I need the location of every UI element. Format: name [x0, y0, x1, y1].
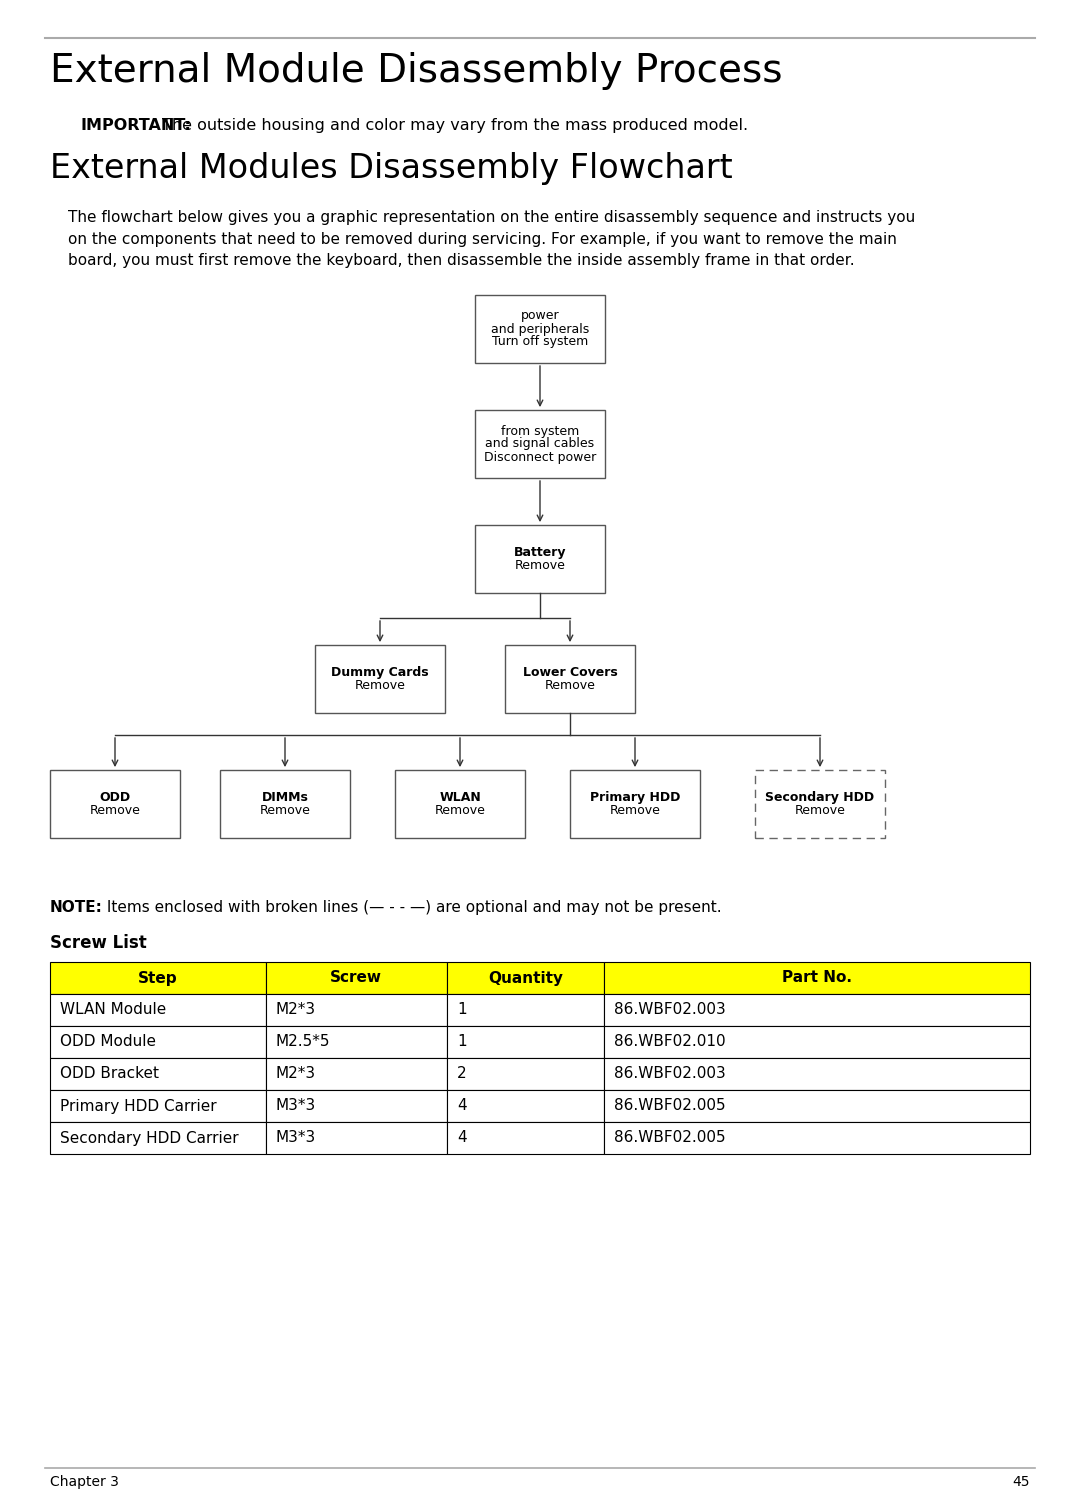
Bar — [447, 962, 604, 993]
Bar — [266, 1058, 447, 1090]
Bar — [447, 1090, 604, 1122]
Text: Items enclosed with broken lines (— - - —) are optional and may not be present.: Items enclosed with broken lines (— - - … — [102, 900, 721, 915]
Text: WLAN Module: WLAN Module — [60, 1002, 166, 1018]
Bar — [50, 1058, 266, 1090]
Bar — [266, 962, 447, 993]
Text: DIMMs: DIMMs — [261, 791, 309, 804]
Text: Remove: Remove — [90, 804, 140, 816]
Text: The outside housing and color may vary from the mass produced model.: The outside housing and color may vary f… — [162, 118, 748, 133]
Text: 86.WBF02.003: 86.WBF02.003 — [613, 1066, 726, 1081]
Text: Remove: Remove — [354, 679, 405, 692]
Bar — [604, 1090, 1030, 1122]
Bar — [50, 962, 266, 993]
Text: and peripherals: and peripherals — [491, 322, 589, 336]
Text: from system: from system — [501, 425, 579, 437]
Text: Remove: Remove — [544, 679, 595, 692]
Text: Step: Step — [138, 971, 177, 986]
Text: Lower Covers: Lower Covers — [523, 665, 618, 679]
Text: Chapter 3: Chapter 3 — [50, 1476, 119, 1489]
Bar — [266, 993, 447, 1027]
Text: 1: 1 — [457, 1002, 467, 1018]
Text: ODD Bracket: ODD Bracket — [60, 1066, 159, 1081]
Text: M2*3: M2*3 — [275, 1066, 315, 1081]
Bar — [50, 993, 266, 1027]
Bar — [604, 993, 1030, 1027]
Text: External Modules Disassembly Flowchart: External Modules Disassembly Flowchart — [50, 153, 732, 184]
Text: 86.WBF02.003: 86.WBF02.003 — [613, 1002, 726, 1018]
Text: IMPORTANT:: IMPORTANT: — [80, 118, 191, 133]
Text: Remove: Remove — [259, 804, 310, 816]
Text: Remove: Remove — [514, 559, 566, 572]
Text: Screw List: Screw List — [50, 934, 147, 953]
Bar — [50, 1122, 266, 1154]
Bar — [604, 1058, 1030, 1090]
Text: Primary HDD: Primary HDD — [590, 791, 680, 804]
Text: Remove: Remove — [609, 804, 661, 816]
Text: Remove: Remove — [795, 804, 846, 816]
Text: M2*3: M2*3 — [275, 1002, 315, 1018]
Text: Screw: Screw — [330, 971, 382, 986]
Text: and signal cables: and signal cables — [485, 437, 595, 451]
Text: power: power — [521, 310, 559, 322]
Text: WLAN: WLAN — [440, 791, 481, 804]
Text: Primary HDD Carrier: Primary HDD Carrier — [60, 1099, 217, 1113]
Text: 86.WBF02.010: 86.WBF02.010 — [613, 1034, 726, 1049]
Text: External Module Disassembly Process: External Module Disassembly Process — [50, 51, 783, 91]
Bar — [266, 1122, 447, 1154]
Bar — [447, 1027, 604, 1058]
Text: Secondary HDD: Secondary HDD — [766, 791, 875, 804]
Text: Remove: Remove — [434, 804, 485, 816]
Text: 1: 1 — [457, 1034, 467, 1049]
Text: M2.5*5: M2.5*5 — [275, 1034, 330, 1049]
Text: M3*3: M3*3 — [275, 1131, 315, 1146]
Text: Dummy Cards: Dummy Cards — [332, 665, 429, 679]
Text: M3*3: M3*3 — [275, 1099, 315, 1113]
Text: Part No.: Part No. — [782, 971, 852, 986]
Bar — [50, 1027, 266, 1058]
Text: 4: 4 — [457, 1099, 467, 1113]
Bar — [447, 993, 604, 1027]
Text: Secondary HDD Carrier: Secondary HDD Carrier — [60, 1131, 239, 1146]
Text: 86.WBF02.005: 86.WBF02.005 — [613, 1131, 726, 1146]
Text: Quantity: Quantity — [488, 971, 563, 986]
Text: 45: 45 — [1013, 1476, 1030, 1489]
Text: Battery: Battery — [514, 546, 566, 559]
Bar — [266, 1027, 447, 1058]
Text: NOTE:: NOTE: — [50, 900, 103, 915]
Bar — [266, 1090, 447, 1122]
Bar — [604, 962, 1030, 993]
Text: Turn off system: Turn off system — [491, 336, 589, 348]
Bar — [447, 1122, 604, 1154]
Bar — [50, 1090, 266, 1122]
Text: 2: 2 — [457, 1066, 467, 1081]
Bar — [447, 1058, 604, 1090]
Text: 4: 4 — [457, 1131, 467, 1146]
Text: Disconnect power: Disconnect power — [484, 451, 596, 464]
Bar — [604, 1027, 1030, 1058]
Text: ODD Module: ODD Module — [60, 1034, 156, 1049]
Text: ODD: ODD — [99, 791, 131, 804]
Bar — [604, 1122, 1030, 1154]
Text: The flowchart below gives you a graphic representation on the entire disassembly: The flowchart below gives you a graphic … — [68, 210, 915, 268]
Text: 86.WBF02.005: 86.WBF02.005 — [613, 1099, 726, 1113]
